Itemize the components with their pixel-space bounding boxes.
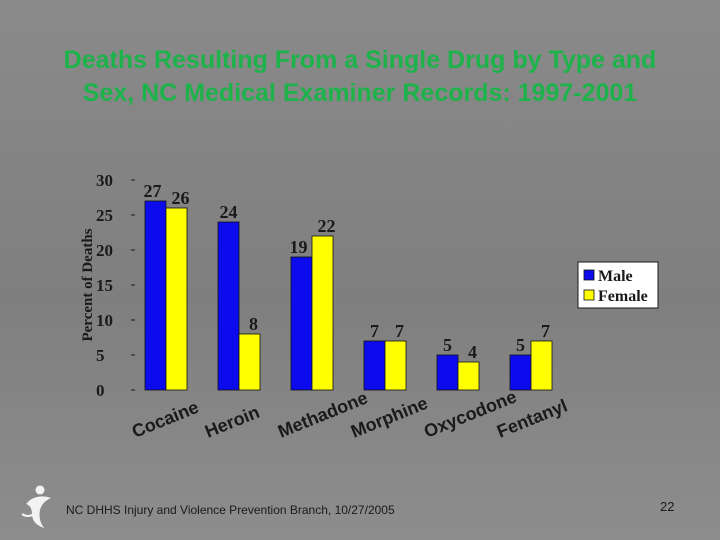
data-label: 19 bbox=[290, 237, 308, 257]
data-label: 7 bbox=[395, 321, 404, 341]
bar-female-oxycodone bbox=[457, 361, 480, 391]
y-axis-title: Percent of Deaths bbox=[80, 228, 96, 341]
legend-label: Female bbox=[598, 288, 648, 305]
legend-label: Male bbox=[598, 268, 633, 285]
data-label: 7 bbox=[370, 321, 379, 341]
bar-male-methadone bbox=[290, 256, 313, 391]
data-label: 26 bbox=[172, 188, 190, 208]
data-label: 4 bbox=[468, 342, 477, 362]
bar-female-cocaine bbox=[165, 207, 188, 391]
bar-female-methadone bbox=[311, 235, 334, 391]
bar-female-morphine bbox=[384, 340, 407, 391]
person-figure-logo-icon bbox=[18, 484, 58, 535]
bar-male-morphine bbox=[363, 340, 386, 391]
y-tick-label: 15 bbox=[96, 276, 113, 295]
data-label: 7 bbox=[541, 321, 550, 341]
data-label: 24 bbox=[220, 202, 238, 222]
x-tick-label: Cocaine bbox=[129, 397, 201, 442]
bar-male-fentanyl bbox=[509, 354, 532, 391]
bar-female-heroin bbox=[238, 333, 261, 391]
y-tick-label: 25 bbox=[96, 206, 113, 225]
y-tick-label: 10 bbox=[96, 311, 113, 330]
slide-title: Deaths Resulting From a Single Drug by T… bbox=[63, 46, 657, 107]
bar-female-fentanyl bbox=[530, 340, 553, 391]
data-label: 8 bbox=[249, 314, 258, 334]
y-tick-label: 0 bbox=[96, 381, 105, 400]
page-number: 22 bbox=[660, 499, 675, 514]
legend-swatch bbox=[583, 269, 595, 281]
data-label: 5 bbox=[443, 335, 452, 355]
x-tick-label: Heroin bbox=[202, 402, 262, 442]
bar-male-cocaine bbox=[144, 200, 167, 391]
footer-credit: NC DHHS Injury and Violence Prevention B… bbox=[66, 503, 395, 517]
data-label: 22 bbox=[318, 216, 336, 236]
data-label: 5 bbox=[516, 335, 525, 355]
data-label: 27 bbox=[144, 181, 162, 201]
y-tick-label: 30 bbox=[96, 171, 113, 190]
y-tick-label: 20 bbox=[96, 241, 113, 260]
bar-male-oxycodone bbox=[436, 354, 459, 391]
legend-swatch bbox=[583, 289, 595, 301]
bar-male-heroin bbox=[217, 221, 240, 391]
y-tick-label: 5 bbox=[96, 346, 105, 365]
